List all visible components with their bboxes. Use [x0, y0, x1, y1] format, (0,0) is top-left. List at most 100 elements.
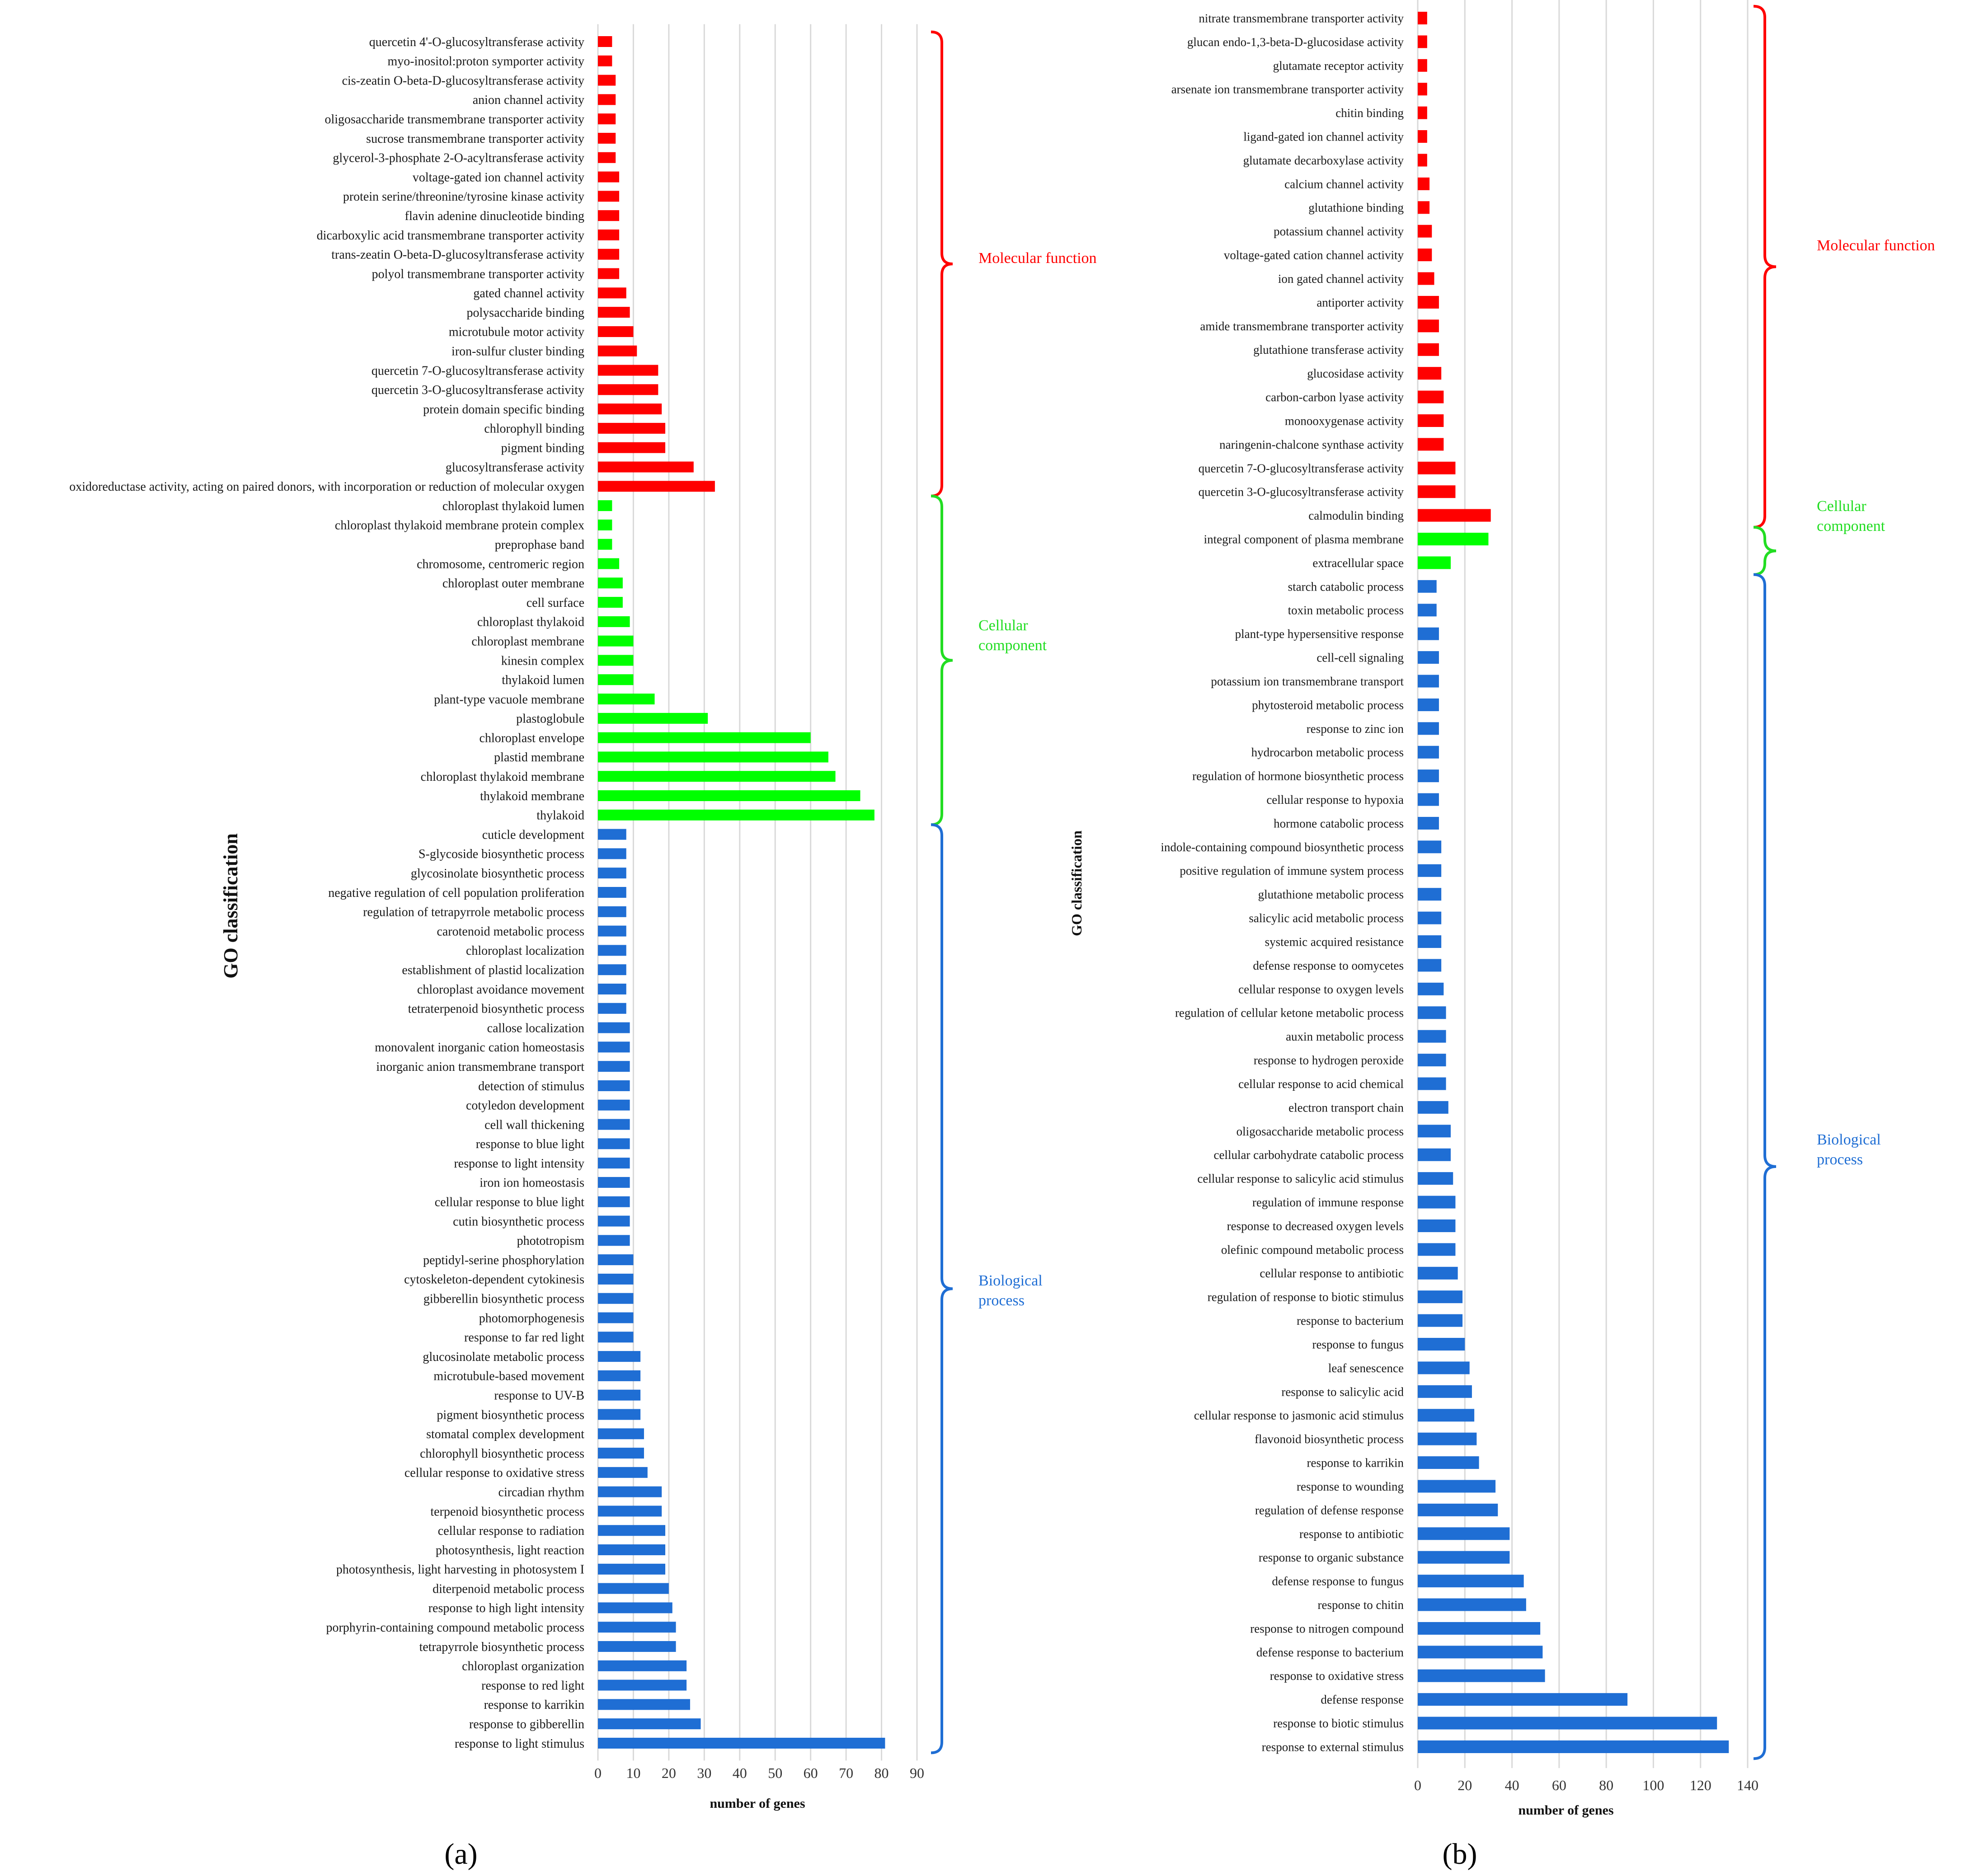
- category-label: cellular response to oxidative stress: [404, 1466, 584, 1480]
- bar: [598, 1138, 630, 1149]
- bar: [598, 1409, 641, 1420]
- category-label: defense response to fungus: [1272, 1575, 1404, 1588]
- category-label: response to wounding: [1297, 1480, 1404, 1493]
- category-label: response to fungus: [1312, 1337, 1404, 1351]
- category-label: detection of stimulus: [478, 1079, 584, 1093]
- bar: [598, 945, 626, 956]
- category-label: iron-sulfur cluster binding: [451, 345, 584, 359]
- bar: [598, 1196, 630, 1207]
- category-label: calcium channel activity: [1284, 177, 1404, 191]
- bar: [598, 1563, 666, 1575]
- category-label: cytoskeleton-dependent cytokinesis: [404, 1273, 584, 1287]
- category-label: chloroplast organization: [462, 1660, 584, 1674]
- category-label: phytosteroid metabolic process: [1252, 698, 1404, 712]
- bar: [1418, 1693, 1628, 1706]
- category-label: cellular response to blue light: [435, 1196, 584, 1210]
- category-label: cellular carbohydrate catabolic process: [1213, 1148, 1404, 1162]
- category-label: circadian rhythm: [498, 1485, 585, 1499]
- bar: [598, 868, 626, 879]
- category-label: defense response to oomycetes: [1253, 959, 1404, 972]
- category-label: cellular response to hypoxia: [1266, 793, 1404, 807]
- bar: [598, 1467, 648, 1478]
- category-label: quercetin 7-O-glucosyltransferase activi…: [371, 364, 584, 378]
- bar: [1418, 201, 1430, 214]
- category-label: regulation of immune response: [1252, 1196, 1404, 1209]
- category-label: monovalent inorganic cation homeostasis: [375, 1041, 584, 1055]
- bar: [598, 790, 860, 802]
- category-label: cell-cell signaling: [1316, 651, 1404, 665]
- y-axis-title: GO classification: [220, 833, 242, 978]
- category-label: tetrapyrrole biosynthetic process: [419, 1640, 584, 1654]
- category-label: glutathione metabolic process: [1258, 888, 1404, 901]
- category-label: defense response to bacterium: [1256, 1646, 1404, 1659]
- bar: [1418, 651, 1439, 664]
- category-label: response to UV-B: [494, 1388, 584, 1402]
- molecular-bracket: [1753, 5, 1777, 529]
- category-label: photosynthesis, light harvesting in phot…: [336, 1563, 584, 1577]
- bar: [598, 655, 634, 666]
- bar: [1418, 35, 1427, 48]
- bar: [598, 1235, 630, 1246]
- bar: [598, 616, 630, 627]
- bar: [598, 1641, 676, 1652]
- bar: [598, 1718, 701, 1730]
- bar: [598, 1544, 666, 1556]
- category-label: negative regulation of cell population p…: [328, 886, 584, 900]
- category-label: voltage-gated cation channel activity: [1224, 249, 1404, 262]
- category-label: potassium ion transmembrane transport: [1211, 675, 1404, 688]
- category-label: glycosinolate biosynthetic process: [411, 867, 584, 881]
- bar: [598, 422, 666, 434]
- bar: [598, 345, 637, 356]
- category-label: porphyrin-containing compound metabolic …: [326, 1621, 584, 1635]
- category-label: response to high light intensity: [428, 1601, 584, 1615]
- x-tick-label: 80: [1599, 1777, 1613, 1793]
- category-label: quercetin 7-O-glucosyltransferase activi…: [1199, 461, 1404, 475]
- bar: [598, 1215, 630, 1227]
- bar: [1418, 1266, 1458, 1280]
- bar: [598, 287, 626, 299]
- bar: [598, 732, 811, 743]
- category-label: kinesin complex: [501, 654, 584, 668]
- bar: [598, 964, 626, 976]
- bar: [598, 1022, 630, 1033]
- category-label: preprophase band: [495, 538, 584, 552]
- category-label: response to karrikin: [484, 1698, 584, 1712]
- category-label: response to bacterium: [1297, 1314, 1404, 1327]
- bar: [598, 1003, 626, 1014]
- category-label: cellular response to salicylic acid stim…: [1197, 1172, 1404, 1186]
- cellular-section-label: Cellular: [978, 617, 1028, 634]
- bar: [598, 1679, 687, 1691]
- bar: [1418, 177, 1430, 190]
- category-label: myo-inositol:proton symporter activity: [387, 55, 584, 69]
- category-label: response to nitrogen compound: [1250, 1622, 1404, 1635]
- category-label: pigment biosynthetic process: [437, 1408, 584, 1422]
- x-tick-label: 30: [697, 1765, 711, 1781]
- bar: [598, 713, 708, 724]
- category-label: glucosidase activity: [1307, 367, 1404, 380]
- category-label: glutamate decarboxylase activity: [1243, 154, 1404, 167]
- x-tick-label: 0: [594, 1765, 602, 1781]
- x-tick-label: 100: [1642, 1777, 1664, 1793]
- category-label: defense response: [1321, 1693, 1404, 1707]
- bar: [1418, 793, 1439, 806]
- bar: [1418, 390, 1444, 403]
- category-label: thylakoid lumen: [502, 673, 584, 687]
- category-label: chloroplast thylakoid membrane: [421, 770, 584, 784]
- category-label: cellular response to antibiotic: [1260, 1266, 1404, 1280]
- category-label: quercetin 3-O-glucosyltransferase activi…: [1199, 485, 1404, 499]
- bar: [1418, 604, 1437, 617]
- category-label: inorganic anion transmembrane transport: [376, 1060, 584, 1074]
- bar: [598, 1041, 630, 1053]
- bar: [598, 519, 612, 530]
- category-label: systemic acquired resistance: [1265, 935, 1404, 948]
- category-label: carbon-carbon lyase activity: [1265, 390, 1404, 404]
- category-label: regulation of response to biotic stimulu…: [1208, 1290, 1404, 1304]
- bar: [1418, 1551, 1510, 1564]
- chart-panel-b: 0 20 40 60 80 100 120 140 nitrate transmembrane …: [1068, 0, 1935, 1871]
- bar: [598, 1332, 634, 1343]
- category-label: oxidoreductase activity, acting on paire…: [69, 480, 584, 494]
- category-label: chlorophyll binding: [484, 422, 584, 436]
- bar: [1418, 888, 1442, 901]
- bar: [1418, 414, 1444, 427]
